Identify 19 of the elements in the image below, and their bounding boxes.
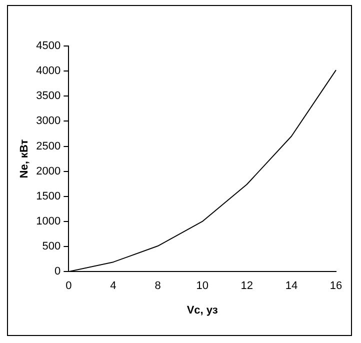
y-tick-label: 3500: [36, 90, 61, 102]
y-tick-label: 2500: [36, 140, 61, 152]
x-tick-label: 0: [66, 280, 72, 292]
x-tick-label: 8: [154, 280, 161, 292]
x-axis-title: Vс, уз: [186, 304, 218, 316]
y-axis-title: Nе, кВт: [18, 138, 31, 178]
x-tick-label: 4: [110, 280, 116, 292]
y-tick-label: 1500: [36, 190, 61, 202]
x-tick-label: 16: [330, 280, 342, 292]
x-tick-label: 10: [196, 280, 208, 292]
y-tick-label: 0: [54, 266, 61, 278]
y-tick-label: 4500: [36, 40, 61, 52]
y-tick-label: 3000: [36, 115, 61, 128]
y-tick-label: 4000: [36, 65, 61, 78]
y-tick-label: 500: [42, 240, 61, 253]
x-tick-label: 14: [285, 280, 298, 292]
y-tick-label: 2000: [36, 165, 61, 178]
y-tick-label: 1000: [36, 216, 61, 228]
x-tick-label: 12: [240, 280, 254, 292]
